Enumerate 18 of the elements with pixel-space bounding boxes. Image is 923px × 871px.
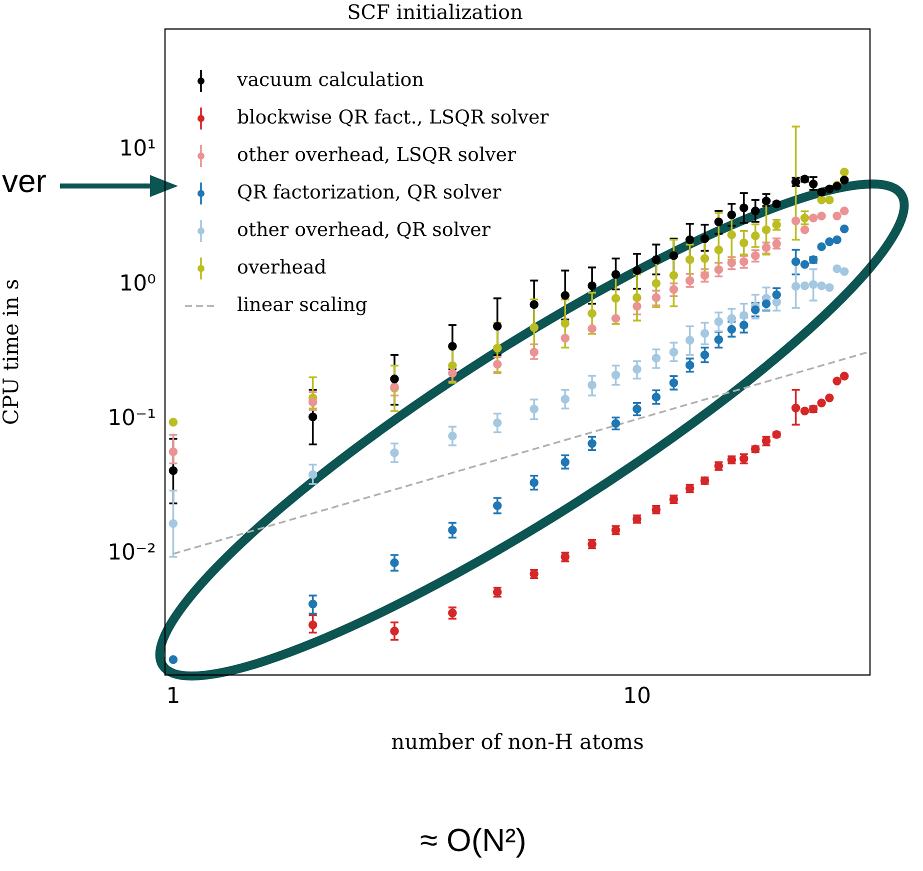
x-tick-label: 1 <box>166 684 180 709</box>
legend-label: other overhead, LSQR solver <box>237 144 518 166</box>
y-tick-label: 10⁰ <box>119 271 156 296</box>
text: ver <box>2 163 46 200</box>
legend-label: overhead <box>237 256 326 278</box>
y-axis-title: CPU time in s <box>0 278 24 426</box>
legend-label: linear scaling <box>237 294 368 316</box>
chart-title: SCF initialization <box>347 0 524 24</box>
y-tick-label: 10⁻¹ <box>108 406 156 431</box>
y-tick-label: 10⁻² <box>108 540 156 566</box>
text: ≈ O(N²) <box>420 822 526 859</box>
legend-label: QR factorization, QR solver <box>237 181 502 204</box>
legend-label: vacuum calculation <box>236 68 424 91</box>
legend-label: blockwise QR fact., LSQR solver <box>237 106 550 128</box>
x-tick-label: 10 <box>622 684 651 709</box>
x-axis-title: number of non-H atoms <box>391 730 644 754</box>
y-tick-label: 10¹ <box>119 136 156 162</box>
legend-label: other overhead, QR solver <box>237 218 492 241</box>
